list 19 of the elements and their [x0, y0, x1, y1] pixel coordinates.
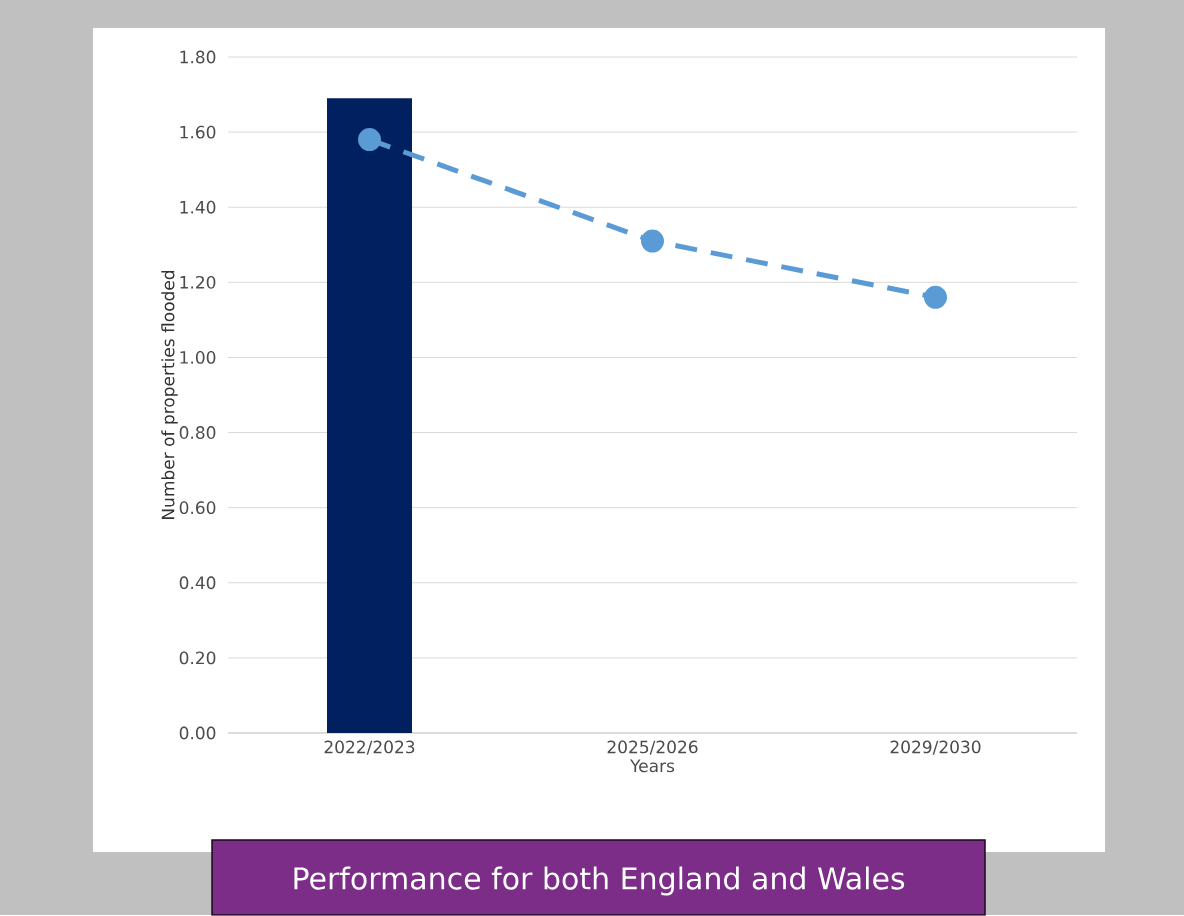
x-tick-label: 2029/2030 [890, 740, 981, 755]
y-tick-label: 1.40 [180, 200, 216, 214]
point [641, 229, 664, 253]
y-tick-label: 1.60 [180, 125, 216, 139]
x-tick-label: 2022/2023 [324, 740, 415, 755]
y-tick-label: 0.40 [179, 576, 216, 590]
point [924, 285, 947, 309]
y-tick-label: 0.00 [179, 726, 216, 740]
y-tick-label: 1.20 [180, 276, 216, 289]
y-axis-title: Number of properties flooded [161, 271, 178, 520]
y-tick-label: 0.60 [179, 501, 216, 515]
text: Performance for both England and Wales [294, 866, 905, 896]
point [358, 128, 382, 152]
x-axis-title: Years [630, 759, 675, 773]
y-tick-label: 1.80 [180, 50, 216, 64]
y-tick-label: 1.00 [180, 351, 216, 364]
y-tick-label: 0.20 [179, 651, 216, 665]
y-tick-label: 0.80 [179, 426, 216, 440]
x-tick-label: 2025/2026 [607, 740, 698, 755]
